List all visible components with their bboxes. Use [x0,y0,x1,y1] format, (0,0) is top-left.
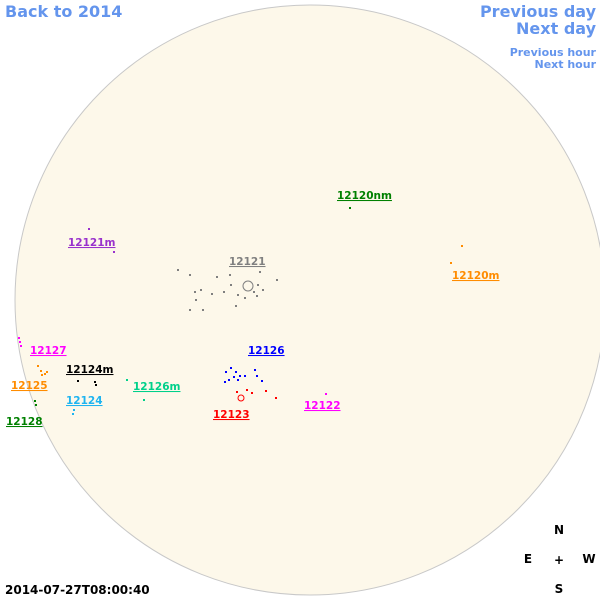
back-link[interactable]: Back to 2014 [5,2,122,21]
sunspot [37,365,39,367]
sunspot [126,379,128,381]
sunspot [237,294,239,296]
solar-disk [14,4,600,596]
sunspot [228,379,230,381]
sunspot [236,391,238,393]
compass-west: W [582,552,595,566]
compass-south: S [555,582,564,596]
sunspot [253,291,255,293]
region-label: 12121m [68,237,116,249]
sunspot [189,274,191,276]
sunspot [262,289,264,291]
region-label: 12126 [248,345,285,357]
sunspot [251,392,253,394]
sunspot [233,376,235,378]
compass-east: E [524,552,532,566]
sunspot [229,274,231,276]
previous-hour-link[interactable]: Previous hour [510,46,597,59]
sunspot [211,293,213,295]
compass-center: + [554,553,564,567]
sunspot [275,397,277,399]
region-label: 12123 [213,409,250,421]
sunspot [44,373,46,375]
region-label: 12128 [6,416,43,428]
region-label: 12124m [66,364,114,376]
sunspot [261,380,263,382]
sunspot [200,289,202,291]
sunspot [235,305,237,307]
sunspot [77,380,79,382]
sunspot [88,228,90,230]
sunspot [224,381,226,383]
sunspot [202,309,204,311]
compass-north: N [554,523,564,537]
region-label: 12120nm [337,190,392,202]
sunspot [244,297,246,299]
region-label: 12124 [66,395,103,407]
sunspot [95,384,97,386]
sunspot [254,369,256,371]
sunspot [230,284,232,286]
sunspot [257,284,259,286]
sunspot [40,370,42,372]
sunspot [239,375,241,377]
sunspot [349,207,351,209]
sunspot [461,245,463,247]
sunspot [246,389,248,391]
sunspot [216,276,218,278]
sunspot [276,279,278,281]
sunspot [235,371,237,373]
sunspot [265,390,267,392]
sunspot [237,379,239,381]
sunspot [256,375,258,377]
sunspot [189,309,191,311]
sunspot [35,404,37,406]
sunspot [113,251,115,253]
region-label: 12126m [133,381,181,393]
sunspot [244,375,246,377]
next-day-link[interactable]: Next day [516,19,597,38]
region-label: 12125 [11,380,48,392]
sunspot [18,337,20,339]
sunspot [450,262,452,264]
sunspot [41,374,43,376]
region-label: 12120m [452,270,500,282]
next-hour-link[interactable]: Next hour [535,58,597,71]
sunspot [194,291,196,293]
region-label: 12122 [304,400,341,412]
sunspot [20,345,22,347]
sunspot [143,399,145,401]
sunspot [259,271,261,273]
previous-day-link[interactable]: Previous day [480,2,597,21]
sunspot [225,371,227,373]
region-label: 12121 [229,256,266,268]
sunspot [94,381,96,383]
sunspot-group [237,394,245,402]
sunspot [177,269,179,271]
sunspot [230,367,232,369]
timestamp: 2014-07-27T08:00:40 [5,583,150,597]
sunspot [46,371,48,373]
sunspot-group [242,280,254,292]
sunspot [325,393,327,395]
sunspot [223,291,225,293]
sunspot [72,413,74,415]
sunspot [73,409,75,411]
sunspot [19,341,21,343]
sunspot [195,299,197,301]
sunspot [256,295,258,297]
sunspot [34,400,36,402]
region-label: 12127 [30,345,67,357]
